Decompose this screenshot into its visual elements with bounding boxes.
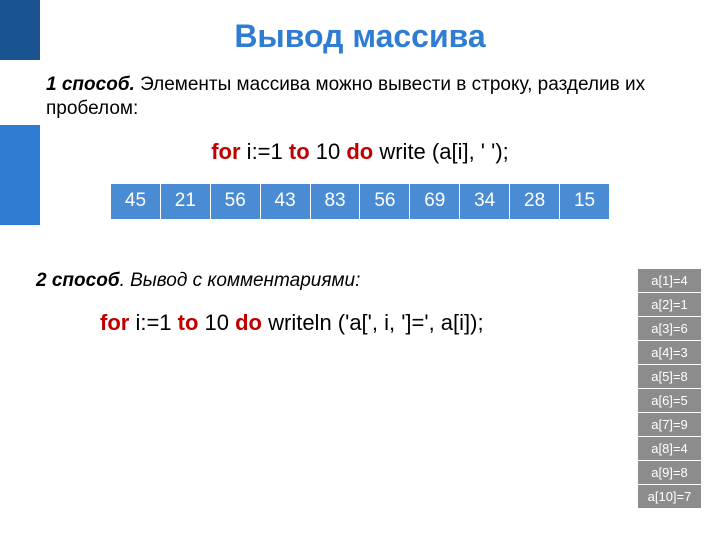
array-cell: 56 bbox=[210, 183, 260, 219]
vtable-cell: a[8]=4 bbox=[638, 437, 702, 461]
array-cell: 28 bbox=[510, 183, 560, 219]
method2-label: 2 способ bbox=[36, 270, 120, 291]
keyword-for: for bbox=[100, 310, 129, 335]
method1-desc: Элементы массива можно вывести в строку,… bbox=[46, 74, 645, 119]
vtable-cell: a[7]=9 bbox=[638, 413, 702, 437]
array-cell: 34 bbox=[460, 183, 510, 219]
method2-code: for i:=1 to 10 do writeln ('a[', i, ']='… bbox=[100, 310, 720, 336]
keyword-do: do bbox=[235, 310, 262, 335]
method2-paragraph: 2 способ. Вывод с комментариями: bbox=[36, 270, 600, 292]
keyword-do: do bbox=[346, 139, 373, 164]
vertical-output-table: a[1]=4 a[2]=1 a[3]=6 a[4]=3 a[5]=8 a[6]=… bbox=[637, 268, 702, 509]
method1-label: 1 способ. bbox=[46, 74, 135, 95]
array-cell: 43 bbox=[260, 183, 310, 219]
array-cell: 21 bbox=[160, 183, 210, 219]
vtable-cell: a[2]=1 bbox=[638, 293, 702, 317]
vtable-cell: a[3]=6 bbox=[638, 317, 702, 341]
array-cell: 56 bbox=[360, 183, 410, 219]
code-seg: i:=1 bbox=[241, 139, 289, 164]
side-accent-bar bbox=[0, 125, 40, 225]
vtable-cell: a[4]=3 bbox=[638, 341, 702, 365]
vtable-cell: a[9]=8 bbox=[638, 461, 702, 485]
code-seg: writeln ('a[', i, ']=', a[i]); bbox=[262, 310, 484, 335]
vtable-cell: a[6]=5 bbox=[638, 389, 702, 413]
vtable-cell: a[1]=4 bbox=[638, 269, 702, 293]
page-title: Вывод массива bbox=[0, 0, 720, 55]
keyword-to: to bbox=[178, 310, 199, 335]
method1-paragraph: 1 способ. Элементы массива можно вывести… bbox=[46, 73, 680, 121]
code-seg: i:=1 bbox=[129, 310, 177, 335]
method2-desc: . Вывод с комментариями: bbox=[120, 270, 361, 291]
array-cell: 45 bbox=[111, 183, 161, 219]
array-cell: 83 bbox=[310, 183, 360, 219]
keyword-to: to bbox=[289, 139, 310, 164]
vtable-cell: a[10]=7 bbox=[638, 485, 702, 509]
code-seg: 10 bbox=[310, 139, 347, 164]
method1-code: for i:=1 to 10 do write (a[i], ' '); bbox=[0, 139, 720, 165]
top-accent-bar bbox=[0, 0, 40, 60]
code-seg: write (a[i], ' '); bbox=[373, 139, 509, 164]
array-cell: 69 bbox=[410, 183, 460, 219]
vtable-cell: a[5]=8 bbox=[638, 365, 702, 389]
keyword-for: for bbox=[211, 139, 240, 164]
array-output-table: 45 21 56 43 83 56 69 34 28 15 bbox=[110, 183, 610, 220]
array-cell: 15 bbox=[560, 183, 610, 219]
code-seg: 10 bbox=[198, 310, 235, 335]
